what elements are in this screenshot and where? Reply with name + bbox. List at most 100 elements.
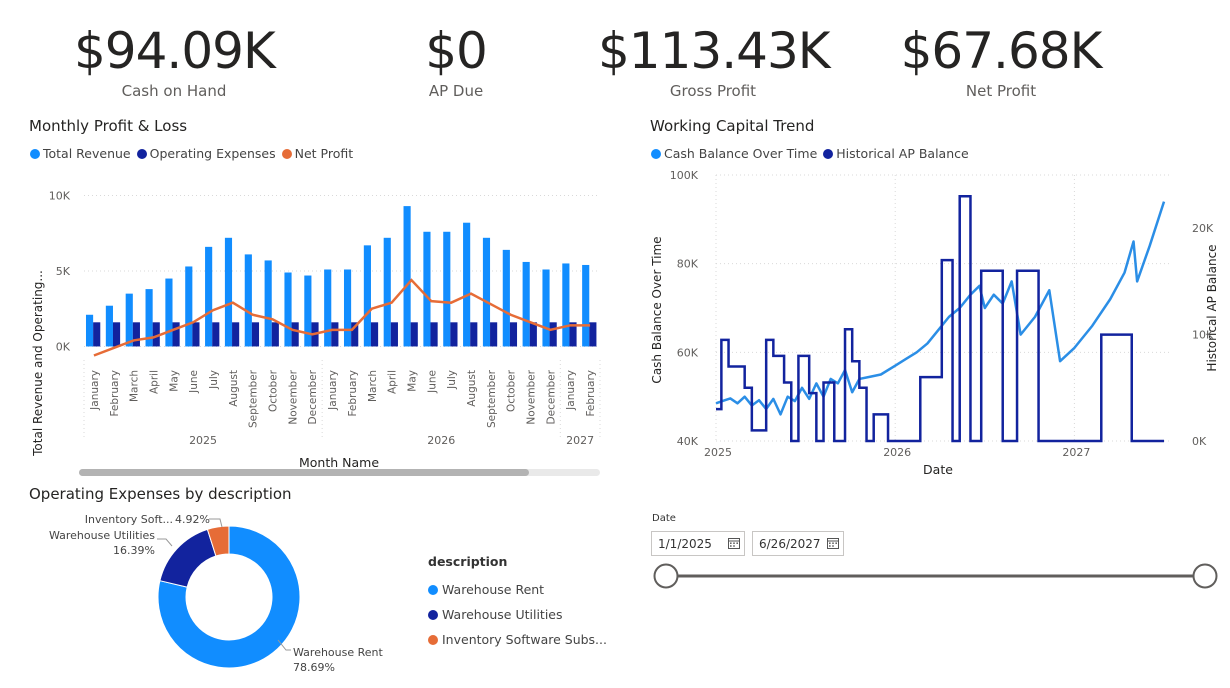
legend-item-warehouse-rent[interactable]: Warehouse Rent <box>428 577 607 602</box>
bar-total-revenue[interactable] <box>244 254 252 347</box>
opex-donut-chart[interactable]: Warehouse Rent 78.69% Warehouse Utilitie… <box>20 508 420 688</box>
kpi-cash-on-hand[interactable]: $94.09K Cash on Hand <box>74 22 276 100</box>
bar-total-revenue[interactable] <box>125 293 133 347</box>
bar-operating-expenses[interactable] <box>331 322 339 347</box>
wc-ytick-right: 10K <box>1192 329 1214 342</box>
bar-operating-expenses[interactable] <box>410 322 418 347</box>
legend-dot <box>428 634 438 645</box>
date-start-input[interactable]: 1/1/2025 <box>651 531 745 556</box>
bar-total-revenue[interactable] <box>542 269 550 347</box>
wc-chart[interactable]: Cash Balance Over Time Historical AP Bal… <box>640 165 1230 485</box>
line-net-profit[interactable] <box>93 278 591 357</box>
donut-slice-inventory-software[interactable] <box>206 525 230 557</box>
legend-item-inventory-software[interactable]: Inventory Software Subs... <box>428 627 607 652</box>
bar-operating-expenses[interactable] <box>251 322 260 347</box>
bar-operating-expenses[interactable] <box>212 322 220 347</box>
bar-operating-expenses[interactable] <box>172 322 180 347</box>
kpi-gross-profit[interactable]: $113.43K Gross Profit <box>598 22 831 100</box>
pl-chart[interactable]: Total Revenue and Operating... Month Nam… <box>20 168 620 478</box>
legend-item-net-profit[interactable]: Net Profit <box>281 146 353 161</box>
kpi-label: AP Due <box>428 82 484 100</box>
date-end-input[interactable]: 6/26/2027 <box>752 531 844 556</box>
bar-operating-expenses[interactable] <box>529 322 537 347</box>
bar-total-revenue[interactable] <box>324 269 332 347</box>
bar-operating-expenses[interactable] <box>152 322 160 347</box>
donut-slice-warehouse-rent[interactable] <box>157 525 301 669</box>
pl-xtick: April <box>148 370 160 394</box>
bar-operating-expenses[interactable] <box>271 322 279 347</box>
bar-total-revenue[interactable] <box>403 206 411 347</box>
legend-item-cash-balance[interactable]: Cash Balance Over Time <box>651 146 817 161</box>
kpi-net-profit[interactable]: $67.68K Net Profit <box>898 22 1104 100</box>
pl-xtick: August <box>466 370 478 407</box>
legend-item-ap-balance[interactable]: Historical AP Balance <box>823 146 969 161</box>
wc-chart-legend: Cash Balance Over Time Historical AP Bal… <box>651 146 969 161</box>
bar-total-revenue[interactable] <box>522 261 530 347</box>
bar-operating-expenses[interactable] <box>450 322 458 347</box>
bar-total-revenue[interactable] <box>502 249 510 347</box>
bar-operating-expenses[interactable] <box>93 322 101 347</box>
date-range-slider[interactable] <box>645 557 1225 597</box>
pl-year-label: 2027 <box>566 434 594 447</box>
bar-total-revenue[interactable] <box>105 305 113 347</box>
legend-item-operating-expenses[interactable]: Operating Expenses <box>136 146 276 161</box>
legend-dot <box>136 148 147 159</box>
bar-operating-expenses[interactable] <box>470 322 478 347</box>
line-ap-balance[interactable] <box>716 195 1164 443</box>
bar-total-revenue[interactable] <box>165 278 173 347</box>
pl-xtick: March <box>129 370 141 402</box>
pl-xtick: August <box>228 370 240 407</box>
bar-operating-expenses[interactable] <box>232 322 240 347</box>
donut-slice-warehouse-utilities[interactable] <box>159 528 217 588</box>
date-start-value: 1/1/2025 <box>658 536 712 551</box>
bar-operating-expenses[interactable] <box>569 322 577 347</box>
bar-total-revenue[interactable] <box>343 269 352 347</box>
legend-item-warehouse-utilities[interactable]: Warehouse Utilities <box>428 602 607 627</box>
calendar-icon[interactable] <box>827 537 839 549</box>
legend-item-total-revenue[interactable]: Total Revenue <box>30 146 131 161</box>
slider-handle-start[interactable] <box>653 563 679 589</box>
bar-operating-expenses[interactable] <box>390 322 398 347</box>
bar-total-revenue[interactable] <box>562 263 570 347</box>
bar-total-revenue[interactable] <box>582 264 590 347</box>
bar-operating-expenses[interactable] <box>132 322 140 347</box>
kpi-value: $94.09K <box>74 22 276 80</box>
bar-total-revenue[interactable] <box>284 272 292 347</box>
pl-scrollbar-thumb[interactable] <box>79 469 529 476</box>
bar-total-revenue[interactable] <box>363 245 371 347</box>
pl-ylabel: Total Revenue and Operating... <box>31 270 45 457</box>
bar-total-revenue[interactable] <box>264 260 272 347</box>
bar-total-revenue[interactable] <box>482 237 491 347</box>
bar-total-revenue[interactable] <box>85 314 94 347</box>
calendar-icon[interactable] <box>728 537 740 549</box>
slider-handle-end[interactable] <box>1192 563 1218 589</box>
kpi-ap-due[interactable]: $0 AP Due <box>386 22 526 100</box>
bar-total-revenue[interactable] <box>205 246 213 347</box>
bar-operating-expenses[interactable] <box>509 322 518 347</box>
bar-total-revenue[interactable] <box>463 222 471 347</box>
bar-operating-expenses[interactable] <box>291 322 299 347</box>
donut-leader-rent <box>277 639 291 651</box>
legend-label: Cash Balance Over Time <box>664 146 818 161</box>
bar-total-revenue[interactable] <box>304 275 312 347</box>
bar-operating-expenses[interactable] <box>112 322 121 347</box>
bar-operating-expenses[interactable] <box>351 322 359 347</box>
bar-total-revenue[interactable] <box>185 266 193 347</box>
bar-total-revenue[interactable] <box>383 237 391 347</box>
bar-total-revenue[interactable] <box>145 289 153 347</box>
wc-ytick-left: 100K <box>670 169 699 182</box>
bar-total-revenue[interactable] <box>224 237 233 347</box>
bar-operating-expenses[interactable] <box>490 322 498 347</box>
legend-label: Historical AP Balance <box>836 146 969 161</box>
bar-operating-expenses[interactable] <box>370 322 379 347</box>
bar-operating-expenses[interactable] <box>430 322 438 347</box>
date-end-value: 6/26/2027 <box>759 536 821 551</box>
bar-operating-expenses[interactable] <box>192 322 200 347</box>
bar-total-revenue[interactable] <box>443 231 451 347</box>
bar-operating-expenses[interactable] <box>589 322 597 347</box>
bar-operating-expenses[interactable] <box>549 322 557 347</box>
line-cash-balance[interactable] <box>715 201 1166 416</box>
kpi-label: Cash on Hand <box>121 82 227 100</box>
bar-total-revenue[interactable] <box>423 231 431 347</box>
opex-legend-title: description <box>428 554 508 569</box>
